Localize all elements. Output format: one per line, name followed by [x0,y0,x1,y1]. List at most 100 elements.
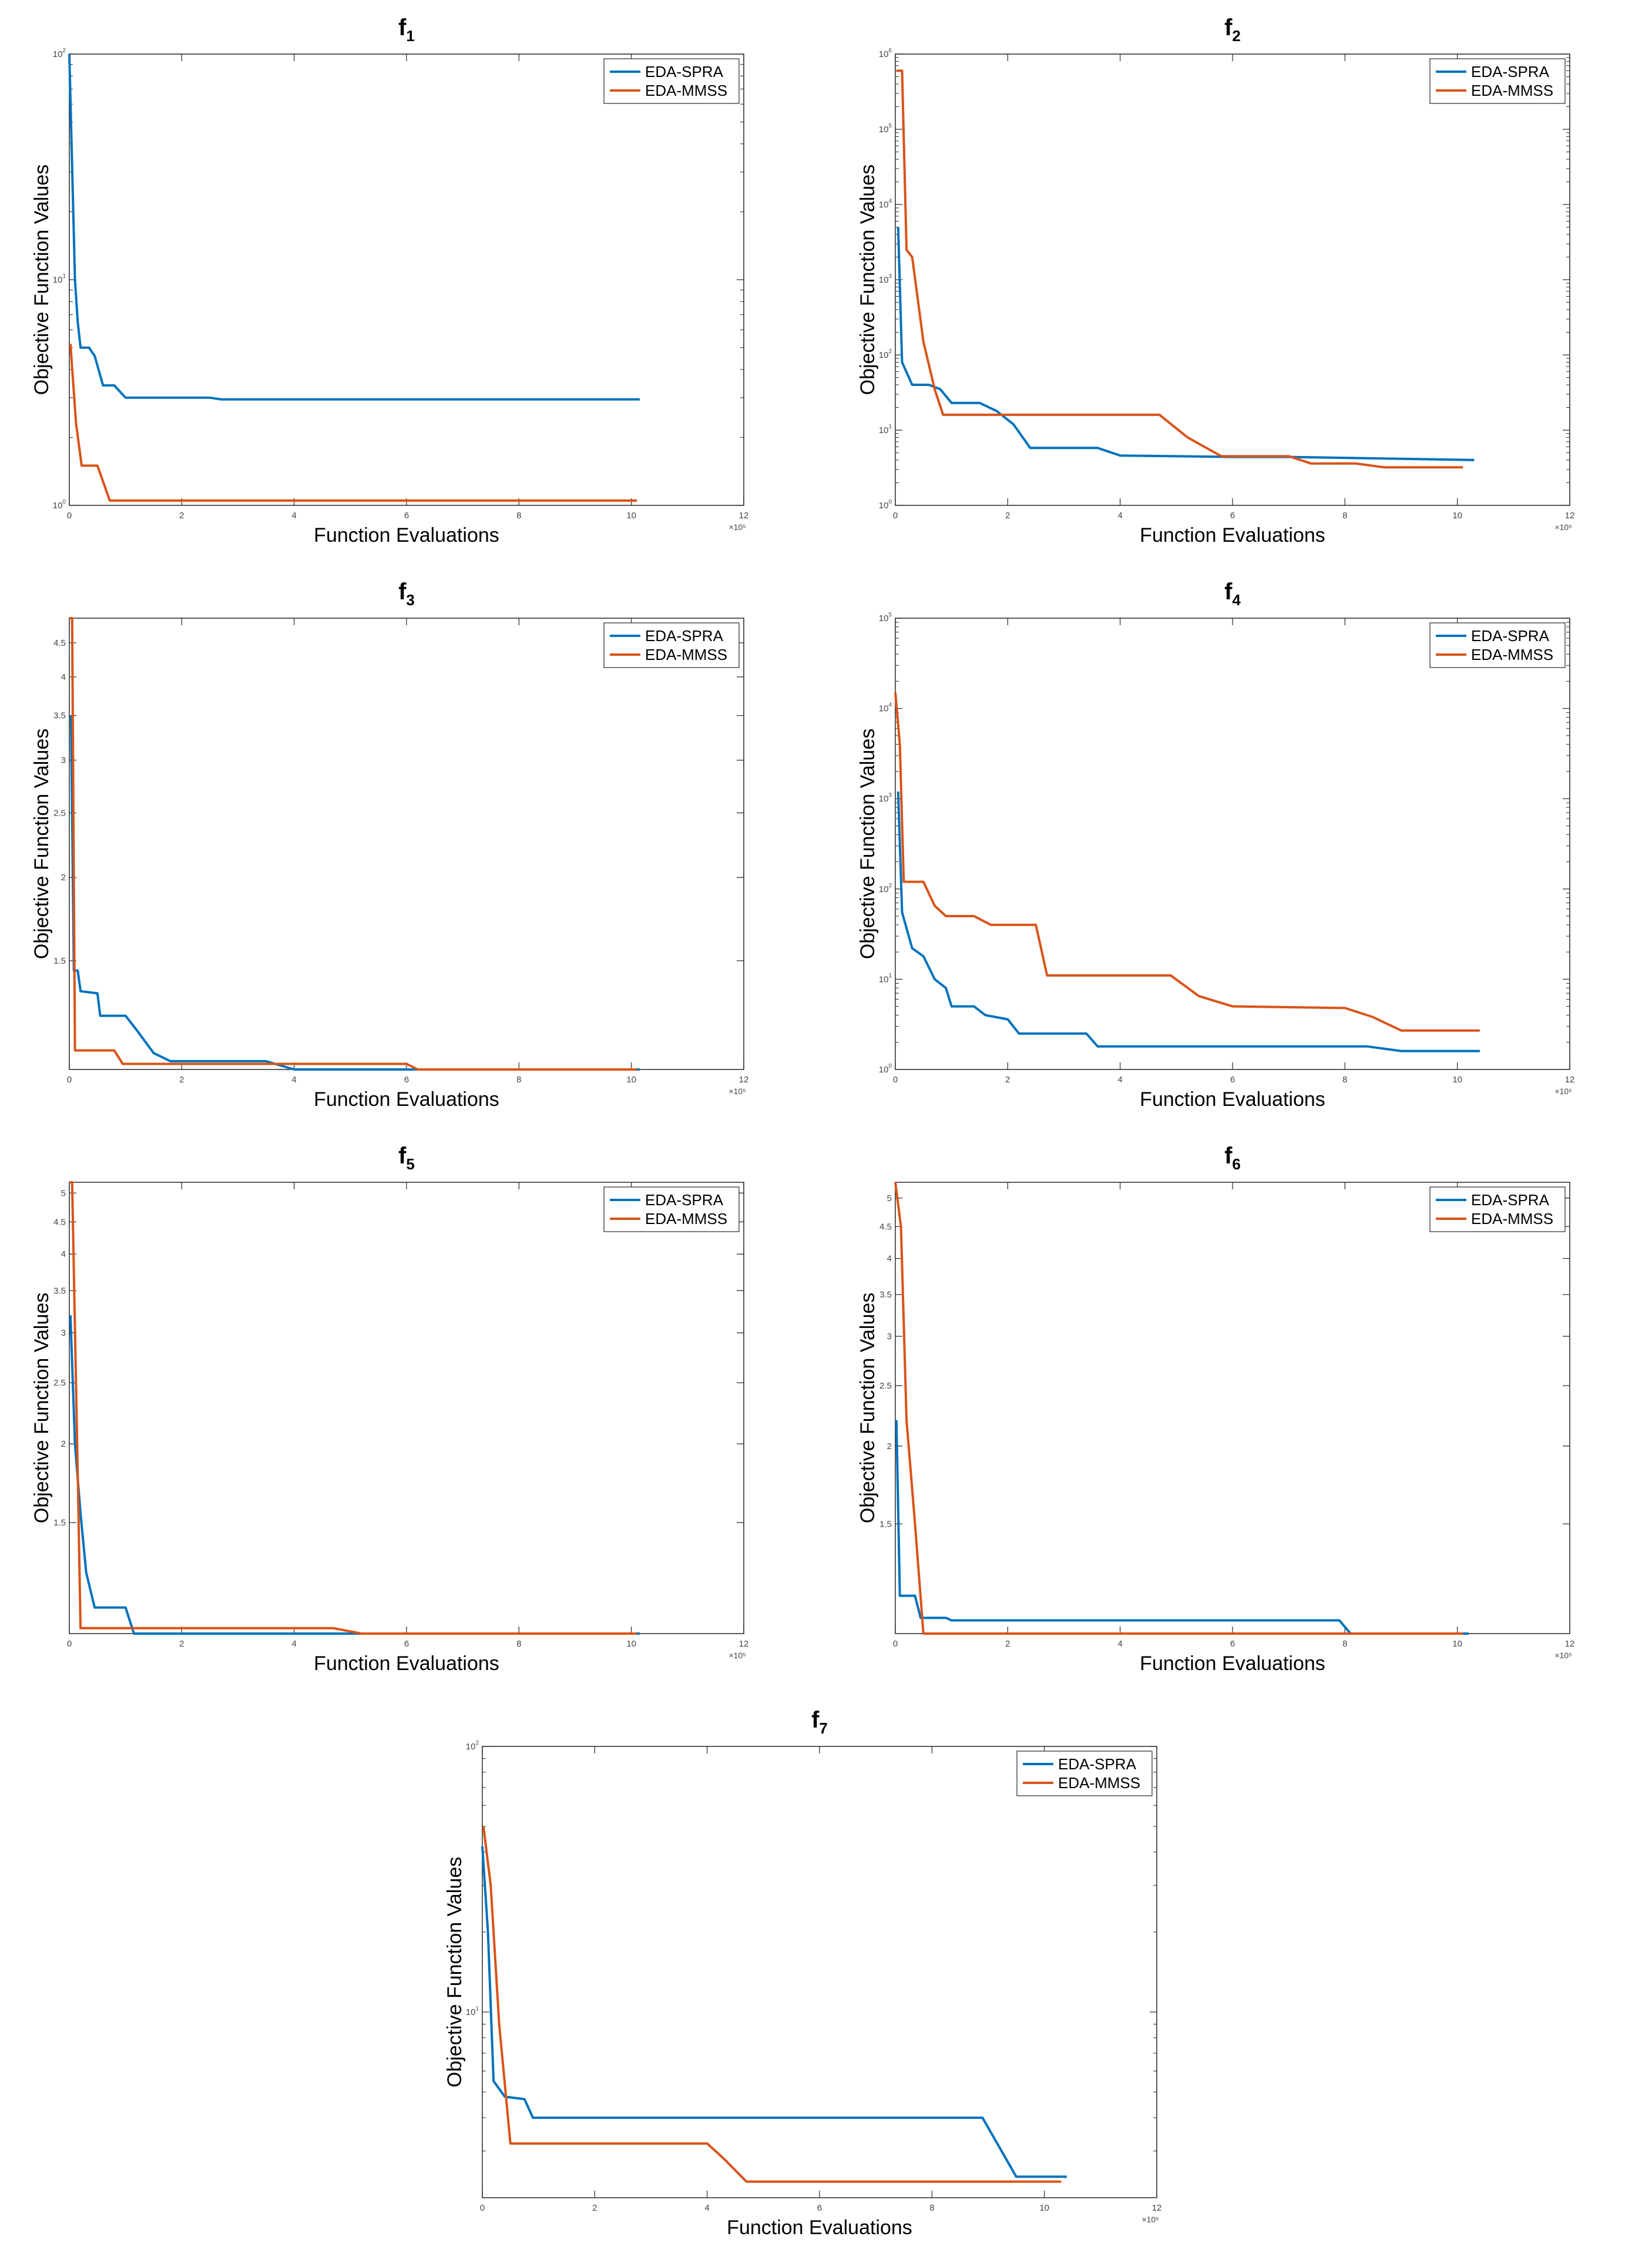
series-line-eda-spra [69,715,640,1071]
chart-f3: f3 1.5 2 2.5 3 3.5 4 4.5 0 2 4 6 8 10 12 ×10⁵ Function E… [0,564,826,1128]
x-tick-label: 12 [739,511,749,521]
y-tick-label: 101 [879,973,892,984]
y-tick-label: 2 [887,1441,892,1451]
chart-title-subscript: 2 [1232,27,1240,45]
y-tick-label: 5 [887,1193,892,1203]
y-tick-label: 4.5 [53,638,66,648]
y-axis: 1.5 2 2.5 3 3.5 4 4.5 5 [53,1188,744,1528]
x-tick-label: 4 [291,1639,296,1649]
chart-title-subscript: 4 [1232,591,1241,609]
y-tick-exponent: 4 [888,702,892,709]
chart-f5: f5 1.5 2 2.5 3 3.5 4 4.5 5 0 2 4 6 8 10 12 ×10⁵ Function … [0,1128,826,1692]
series-line-eda-spra [68,53,640,401]
y-tick-label: 4.5 [879,1222,892,1232]
y-tick-label: 4 [61,1249,66,1259]
x-multiplier: ×10⁵ [1554,522,1572,532]
x-tick-label: 2 [1005,1639,1010,1649]
y-tick-exponent: 3 [888,792,892,799]
x-tick-label: 2 [1005,1075,1010,1085]
series-group [68,53,640,502]
x-tick-label: 8 [1342,511,1347,521]
y-axis-label: Objective Function Values [444,1857,466,2087]
x-tick-label: 8 [516,1075,521,1085]
chart-title-subscript: 5 [406,1155,414,1173]
x-axis: 0 2 4 6 8 10 12×10⁵ [893,618,1575,1096]
legend-label-eda-mmss: EDA-MMSS [645,82,727,99]
y-tick-label: 102 [879,348,892,360]
series-line-eda-spra [895,1420,1469,1635]
x-axis-label: Function Evaluations [1140,1088,1325,1111]
legend-box [1429,58,1566,104]
y-tick-label: 1.5 [879,1519,892,1529]
x-axis: 0 2 4 6 8 10 12×10⁵ [67,54,749,532]
y-tick-exponent: 0 [888,1063,892,1069]
chart-title-subscript: 7 [819,1719,827,1737]
x-axis: 0 2 4 6 8 10 12×10⁵ [480,1746,1161,2224]
y-tick-label: 100 [53,499,66,511]
x-tick-label: 12 [1565,511,1575,521]
y-minor-ticks [482,1758,1157,2151]
y-axis-label: Objective Function Values [857,729,879,959]
x-axis: 0 2 4 6 8 10 12×10⁵ [893,1182,1574,1660]
y-tick-label: 105 [879,612,892,623]
y-tick-label: 104 [879,702,892,714]
chart-title: f4 [1224,579,1241,609]
legend-label-eda-mmss: EDA-MMSS [1471,1210,1553,1228]
y-tick-label: 3 [887,1332,892,1342]
y-tick-exponent: 3 [888,273,892,280]
series-group [481,1826,1067,2183]
y-tick-exponent: 2 [888,883,892,889]
x-axis-label: Function Evaluations [727,2217,912,2239]
plot-area [895,53,1570,506]
x-axis-label: Function Evaluations [314,1088,499,1111]
y-tick-exponent: 1 [62,273,66,280]
y-axis-label: Objective Function Values [857,1293,879,1523]
y-tick-label: 4 [61,672,66,682]
y-minor-ticks [895,57,1570,483]
y-tick-label: 4 [887,1254,892,1264]
x-tick-label: 4 [291,1075,296,1085]
y-tick-label: 3.5 [879,1290,892,1300]
y-tick-exponent: 1 [888,973,892,979]
y-tick-exponent: 1 [475,2006,479,2012]
x-tick-label: 8 [1342,1075,1347,1085]
y-tick-label: 103 [879,273,892,285]
x-tick-label: 0 [893,511,898,521]
plot-area [895,618,1570,1070]
x-tick-label: 0 [893,1639,898,1649]
x-tick-label: 10 [1452,1075,1462,1085]
chart-title: f7 [811,1707,828,1737]
x-tick-label: 12 [1565,1075,1575,1085]
chart-title: f2 [1224,15,1241,45]
y-axis: 1.5 2 2.5 3 3.5 4 4.5 [53,638,744,966]
y-tick-exponent: 4 [888,198,892,204]
legend-box [1429,622,1566,668]
y-tick-label: 5 [61,1188,66,1198]
legend-label-eda-mmss: EDA-MMSS [1471,646,1553,663]
y-tick-label: 2 [61,873,66,883]
series-line-eda-mmss [482,1826,1062,2183]
series-line-eda-mmss [69,343,637,502]
legend-label-eda-mmss: EDA-MMSS [645,646,727,663]
x-tick-label: 2 [179,511,184,521]
x-tick-label: 8 [516,1639,521,1649]
x-axis-label: Function Evaluations [314,524,499,546]
y-tick-label: 101 [466,2006,479,2017]
y-tick-label: 101 [879,424,892,435]
y-tick-label: 1.5 [53,956,66,966]
x-tick-label: 10 [1452,1639,1462,1649]
plot-area [895,1182,1570,1634]
x-tick-label: 4 [1117,511,1122,521]
y-tick-exponent: 2 [888,348,892,355]
chart-title-subscript: 1 [406,27,414,45]
y-axis-label: Objective Function Values [857,165,879,395]
x-multiplier: ×10⁵ [728,522,746,532]
chart-title: f5 [398,1143,415,1173]
y-tick-label: 3.5 [53,711,66,721]
series-line-eda-mmss [69,617,637,1071]
